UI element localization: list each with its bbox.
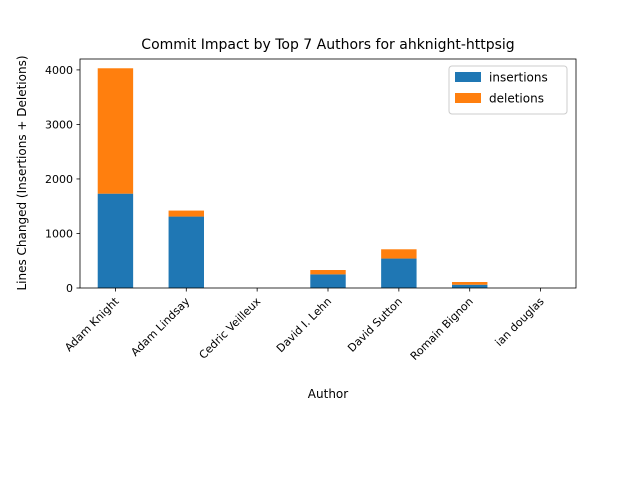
y-tick-label: 3000 [45,118,73,131]
bar-insertions-0 [97,193,134,288]
legend-swatch-insertions [455,72,481,82]
bar-deletions-3 [310,270,346,275]
bar-deletions-0 [97,68,134,194]
y-tick-label: 2000 [45,173,73,186]
x-axis-label: Author [308,387,348,401]
bars-layer [97,68,488,288]
bar-insertions-5 [452,284,488,288]
bar-deletions-1 [168,210,204,217]
bar-insertions-3 [310,274,346,288]
y-tick-label: 0 [66,282,73,295]
legend-swatch-deletions [455,93,481,103]
y-axis-label: Lines Changed (Insertions + Deletions) [15,55,29,290]
chart-title: Commit Impact by Top 7 Authors for ahkni… [141,37,514,53]
y-tick-label: 4000 [45,64,73,77]
bar-deletions-5 [452,282,488,285]
bar-insertions-1 [168,216,204,288]
legend: insertions deletions [448,65,568,115]
bar-insertions-4 [381,258,417,288]
bar-deletions-4 [381,249,417,259]
legend-label-insertions: insertions [489,71,548,85]
y-tick-label: 1000 [45,227,73,240]
legend-label-deletions: deletions [489,92,544,106]
